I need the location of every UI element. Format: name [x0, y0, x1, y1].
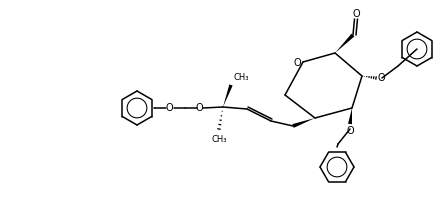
- Text: CH₃: CH₃: [234, 72, 250, 81]
- Text: O: O: [352, 9, 360, 19]
- Polygon shape: [223, 84, 233, 107]
- Text: O: O: [293, 58, 301, 68]
- Text: O: O: [346, 126, 354, 136]
- Text: CH₃: CH₃: [211, 134, 227, 143]
- Polygon shape: [348, 108, 352, 124]
- Text: O: O: [195, 103, 203, 113]
- Text: O: O: [377, 73, 385, 83]
- Polygon shape: [292, 118, 315, 128]
- Text: O: O: [165, 103, 173, 113]
- Polygon shape: [335, 34, 354, 53]
